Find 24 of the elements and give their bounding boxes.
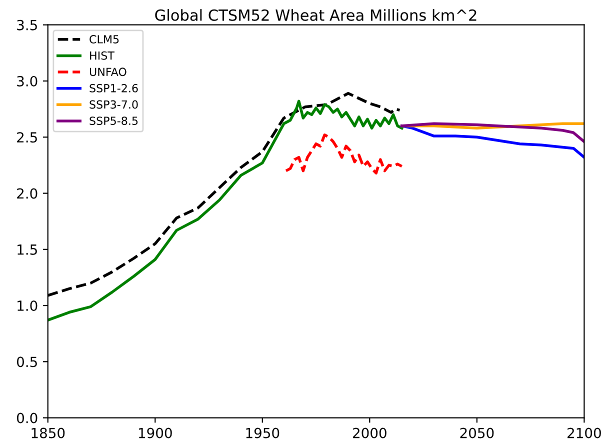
- y-tick-label: 3.0: [17, 76, 38, 86]
- y-tick-label: 1.5: [18, 244, 37, 255]
- legend-label: UNFAO: [90, 68, 126, 76]
- legend-label: CLM5: [90, 35, 119, 44]
- legend-label: SSP1-2.6: [90, 84, 138, 92]
- y-tick-label: 2.5: [17, 132, 37, 143]
- x-tick-label: 1900: [138, 428, 172, 438]
- y-tick-label: 0.5: [16, 356, 37, 368]
- line-series: [284, 133, 404, 174]
- y-tick-label: 3.5: [17, 20, 37, 30]
- legend-label: HIST: [90, 51, 114, 60]
- line-series: [400, 124, 584, 159]
- x-tick-label: 2050: [460, 428, 494, 438]
- x-tick-label: 2100: [568, 428, 601, 438]
- line-series: [400, 122, 584, 144]
- x-tick-label: 1950: [246, 428, 280, 438]
- legend-label: SSP3-7.0: [90, 100, 138, 109]
- y-tick-label: 0.0: [16, 412, 38, 424]
- legend-label: SSP5-8.5: [90, 116, 138, 126]
- x-tick-label: 2000: [353, 428, 386, 438]
- x-tick-label: 1850: [32, 428, 65, 438]
- y-tick-label: 2.0: [17, 188, 38, 199]
- chart-title: Global CTSM52 Wheat Area Millions km^2: [155, 9, 476, 21]
- y-tick-label: 1.0: [18, 300, 38, 312]
